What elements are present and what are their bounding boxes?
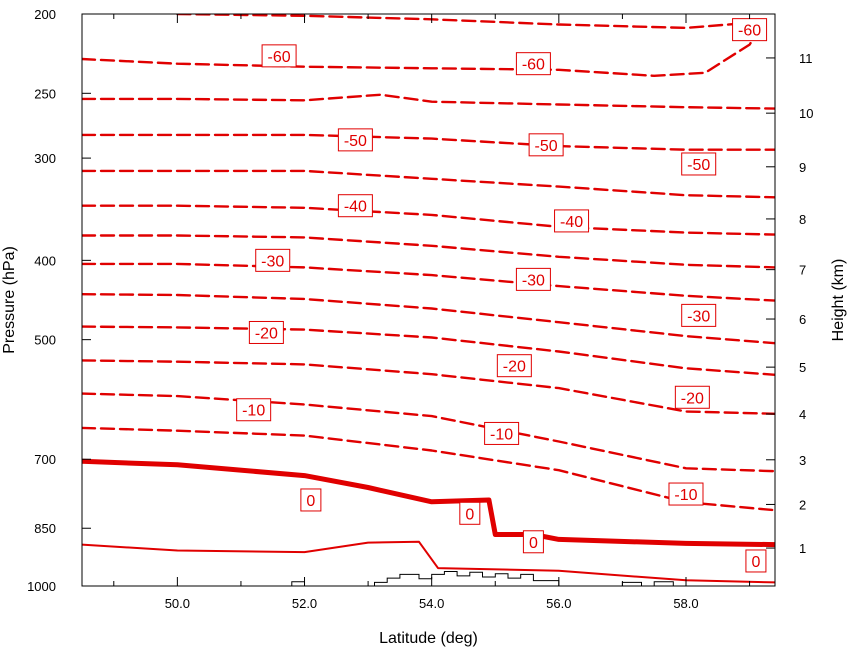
contour-line	[82, 392, 775, 473]
contour-label: -50	[337, 128, 373, 152]
svg-text:-10: -10	[242, 403, 265, 420]
contour-line	[176, 14, 751, 30]
contour-label: -20	[496, 354, 532, 378]
svg-text:-60: -60	[522, 57, 545, 74]
height-tick-label: 1	[799, 541, 806, 556]
contour-label: -30	[515, 267, 551, 291]
y-axis-title-pressure: Pressure (hPa)	[1, 246, 18, 354]
svg-text:-30: -30	[687, 308, 710, 325]
x-tick-label: 56.0	[546, 596, 571, 611]
pressure-tick-label: 850	[34, 521, 56, 536]
svg-text:-20: -20	[503, 359, 526, 376]
svg-text:0: 0	[306, 493, 315, 510]
contour-labels: -60 -60 -60 -50 -50 -50 -40 -40 -30 -30 -30 -20 -20 -…	[236, 18, 768, 573]
svg-text:0: 0	[751, 554, 760, 571]
contour-line	[82, 23, 764, 77]
x-tick-label: 52.0	[292, 596, 317, 611]
contour-label: -50	[528, 133, 564, 157]
contour-line	[82, 540, 775, 584]
contour-label: -20	[674, 385, 710, 409]
contour-label: 0	[459, 501, 481, 525]
contour-label: -30	[681, 303, 717, 327]
contour-label: 0	[300, 488, 322, 512]
contour-label: -40	[554, 209, 590, 233]
svg-text:-40: -40	[560, 214, 583, 231]
svg-text:-30: -30	[261, 253, 284, 270]
contour-label: -10	[484, 421, 520, 445]
height-tick-label: 9	[799, 160, 806, 175]
contour-label: -40	[337, 194, 373, 218]
contour-label: -30	[255, 248, 291, 272]
contour-label: -10	[668, 482, 704, 506]
contour-label: -20	[248, 320, 284, 344]
contour-label: -10	[236, 398, 272, 422]
terrain-profile	[291, 571, 775, 587]
y-axis-title-height: Height (km)	[830, 259, 847, 342]
height-tick-label: 11	[799, 51, 813, 66]
svg-text:-50: -50	[687, 157, 710, 174]
axes: 50.0 52.0 54.0 56.0 58.020025030040050070085…	[27, 7, 813, 611]
contour-line	[82, 359, 775, 415]
x-tick-label: 58.0	[673, 596, 698, 611]
contour-label: -50	[681, 152, 717, 176]
pressure-tick-label: 400	[34, 253, 56, 268]
x-axis-title: Latitude (deg)	[379, 630, 478, 647]
pressure-tick-label: 300	[34, 151, 56, 166]
svg-text:-50: -50	[535, 138, 558, 155]
svg-text:-20: -20	[255, 325, 278, 342]
x-tick-label: 50.0	[165, 596, 190, 611]
pressure-tick-label: 250	[34, 86, 56, 101]
contour-label: -60	[732, 18, 768, 42]
contour-label: 0	[522, 530, 544, 554]
svg-text:0: 0	[529, 535, 538, 552]
height-tick-label: 10	[799, 106, 813, 121]
svg-text:-10: -10	[674, 487, 697, 504]
terrain-line	[291, 571, 775, 587]
height-tick-label: 4	[799, 407, 806, 422]
contour-line	[82, 262, 775, 302]
height-tick-label: 5	[799, 360, 806, 375]
contour-line	[82, 169, 775, 199]
svg-text:-30: -30	[522, 272, 545, 289]
contour-line	[82, 234, 775, 269]
contour-label: -60	[515, 52, 551, 76]
contour-label: 0	[745, 549, 767, 573]
contour-line	[82, 93, 775, 110]
contour-line	[82, 325, 775, 376]
svg-text:-20: -20	[681, 390, 704, 407]
pressure-tick-label: 200	[34, 7, 56, 22]
svg-text:-40: -40	[344, 199, 367, 216]
height-tick-label: 7	[799, 263, 806, 278]
contour-label: -60	[261, 44, 297, 68]
contour-line	[82, 204, 775, 236]
height-tick-label: 6	[799, 312, 806, 327]
contour-line	[82, 133, 775, 151]
plot-frame	[81, 13, 776, 587]
pressure-tick-label: 500	[34, 333, 56, 348]
x-tick-label: 54.0	[419, 596, 444, 611]
height-tick-label: 8	[799, 212, 806, 227]
svg-text:-50: -50	[344, 133, 367, 150]
svg-text:-60: -60	[738, 23, 761, 40]
contour-line	[82, 293, 775, 345]
contour-lines	[82, 14, 775, 584]
height-tick-label: 2	[799, 497, 806, 512]
svg-text:0: 0	[465, 506, 474, 523]
contour-line	[82, 458, 775, 548]
svg-text:-10: -10	[490, 426, 513, 443]
pressure-tick-label: 700	[34, 452, 56, 467]
svg-text:-60: -60	[268, 49, 291, 66]
height-tick-label: 3	[799, 453, 806, 468]
pressure-tick-label: 1000	[27, 579, 56, 594]
